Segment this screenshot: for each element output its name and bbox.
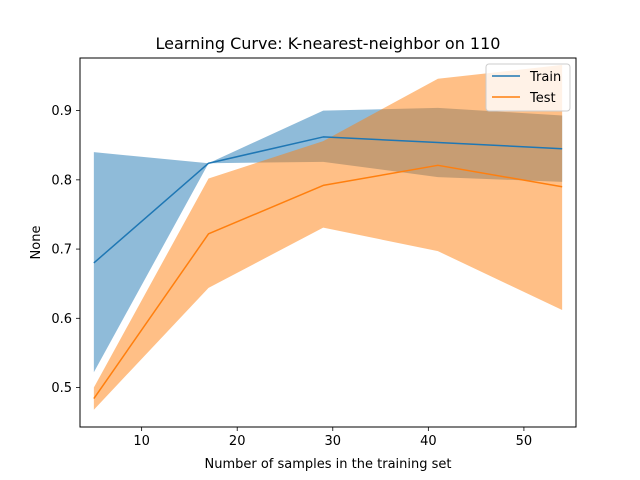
y-tick-label: 0.7 xyxy=(51,243,72,258)
legend-label-test: Test xyxy=(529,91,556,106)
confidence-bands xyxy=(93,64,563,410)
y-tick-label: 0.5 xyxy=(51,381,72,396)
x-tick-label: 40 xyxy=(420,434,437,449)
x-tick-label: 30 xyxy=(325,434,342,449)
line-test xyxy=(93,164,563,400)
x-tick-label: 10 xyxy=(133,434,150,449)
chart-title: Learning Curve: K-nearest-neighbor on 11… xyxy=(156,34,501,53)
legend: Train Test xyxy=(485,63,571,112)
x-tick-label: 50 xyxy=(516,434,533,449)
x-tick-label: 20 xyxy=(229,434,246,449)
y-tick-label: 0.6 xyxy=(51,312,72,327)
y-tick-label: 0.9 xyxy=(51,104,72,119)
band-test xyxy=(93,64,563,410)
legend-label-train: Train xyxy=(529,70,561,85)
y-axis-title: None xyxy=(29,226,44,260)
line-train xyxy=(93,136,563,264)
y-axis-ticks: 0.5 0.6 0.7 0.8 0.9 xyxy=(51,104,80,396)
x-axis-title: Number of samples in the training set xyxy=(205,457,452,472)
y-tick-label: 0.8 xyxy=(51,173,72,188)
x-axis-ticks: 10 20 30 40 50 xyxy=(133,427,532,449)
plot-area-frame xyxy=(79,57,577,428)
series-lines xyxy=(93,136,563,400)
